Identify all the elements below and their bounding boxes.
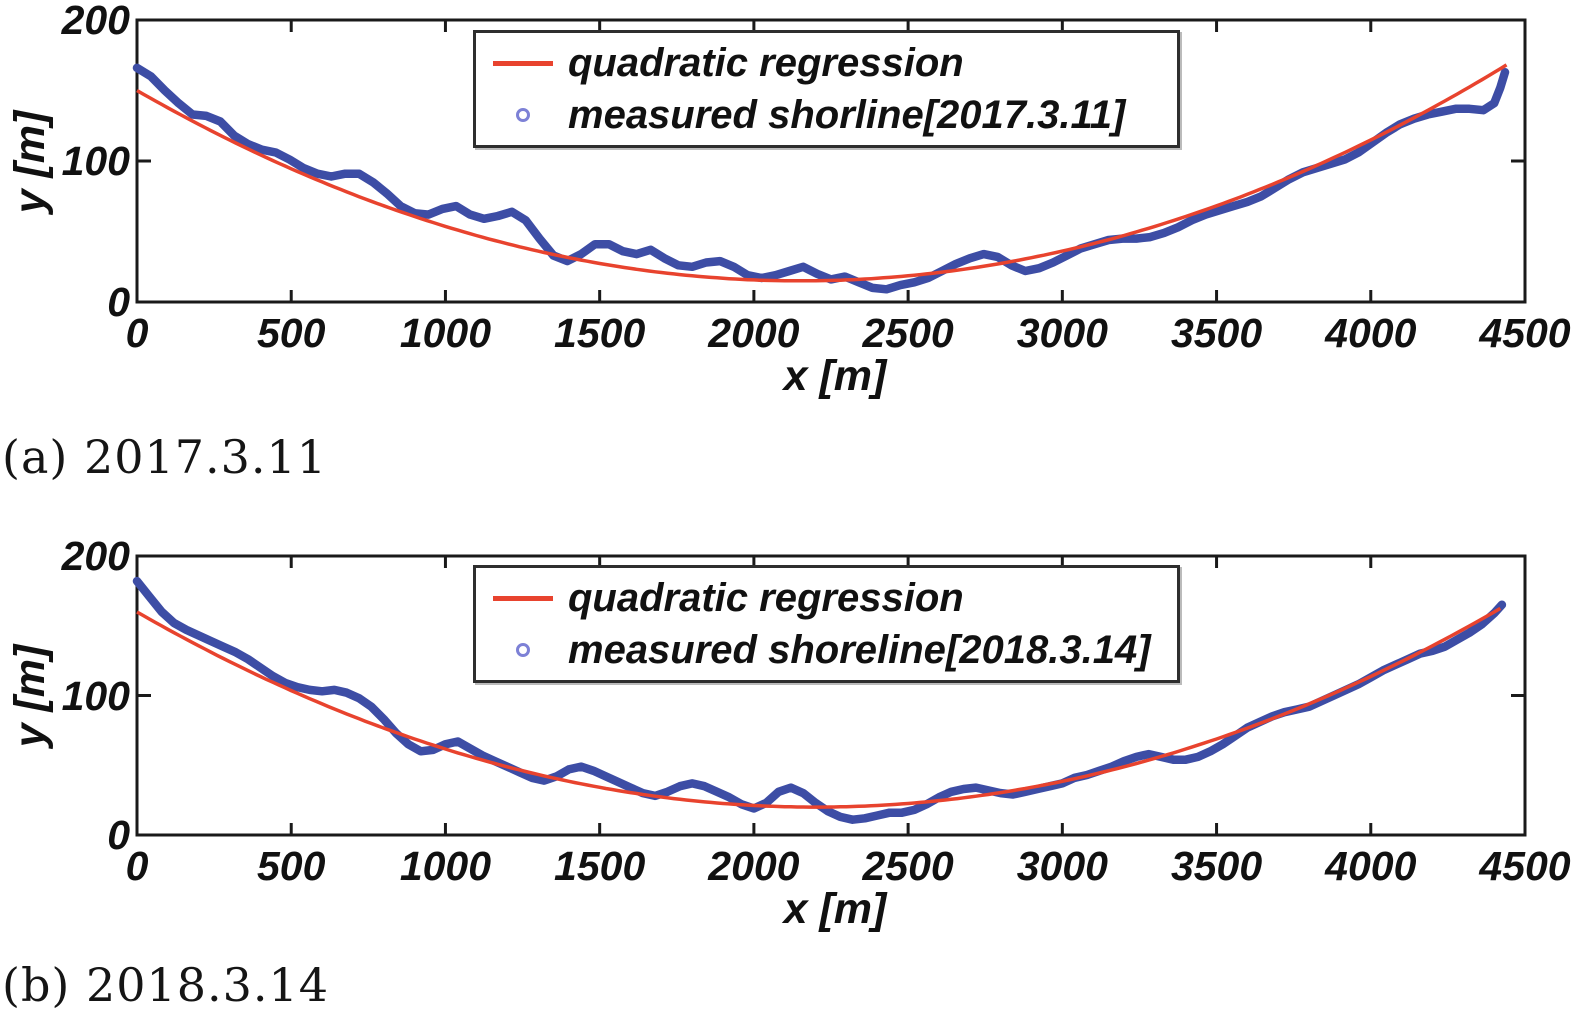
y-tick-label-b: 0 <box>107 812 130 858</box>
x-tick-label-b: 3500 <box>1170 843 1263 889</box>
y-tick-label-a: 200 <box>61 0 130 43</box>
x-tick-label-a: 1000 <box>399 310 492 356</box>
x-tick-label-a: 0 <box>125 310 149 356</box>
x-tick-label-b: 4000 <box>1325 843 1417 889</box>
y-tick-label-b: 200 <box>61 533 130 579</box>
legend-a-swatch-area-1 <box>486 60 560 66</box>
x-tick-label-b: 2500 <box>862 843 954 889</box>
caption-b: (b) 2018.3.14 <box>2 958 330 1012</box>
regression-line-swatch-b <box>493 595 553 601</box>
legend-a-label-regression: quadratic regression <box>568 40 964 85</box>
x-tick-label-b: 1500 <box>554 843 646 889</box>
caption-a: (a) 2017.3.11 <box>2 430 328 484</box>
x-tick-label-a: 500 <box>257 310 326 356</box>
x-axis-label-b: x [m] <box>783 885 887 933</box>
x-tick-label-b: 4500 <box>1479 843 1571 889</box>
regression-line-swatch-a <box>493 60 553 66</box>
measured-marker-swatch-a <box>516 108 530 122</box>
x-tick-label-b: 500 <box>257 843 326 889</box>
x-tick-label-a: 2500 <box>862 310 954 356</box>
legend-b-swatch-area-2 <box>486 643 560 657</box>
x-axis-label-a: x [m] <box>783 352 887 400</box>
legend-a-label-measured: measured shorline[2017.3.11] <box>568 92 1126 137</box>
regression-line-a <box>136 63 1508 283</box>
y-tick-label-a: 0 <box>107 279 130 325</box>
legend-a-row-regression: quadratic regression <box>486 37 1167 89</box>
y-tick-label-a: 100 <box>61 138 130 184</box>
legend-a-row-measured: measured shorline[2017.3.11] <box>486 89 1167 141</box>
legend-a: quadratic regression measured shorline[2… <box>473 30 1180 148</box>
x-tick-label-a: 3500 <box>1170 310 1263 356</box>
legend-b-label-regression: quadratic regression <box>568 575 964 620</box>
legend-b-swatch-area-1 <box>486 595 560 601</box>
x-tick-label-a: 2000 <box>708 310 800 356</box>
legend-b-label-measured: measured shoreline[2018.3.14] <box>568 627 1151 672</box>
y-tick-label-b: 100 <box>61 672 130 719</box>
x-tick-label-a: 3000 <box>1016 310 1108 356</box>
legend-b-row-measured: measured shoreline[2018.3.14] <box>486 624 1167 676</box>
regression-line-b <box>136 606 1502 809</box>
x-tick-label-b: 2000 <box>708 843 800 889</box>
legend-b-row-regression: quadratic regression <box>486 572 1167 624</box>
x-tick-label-b: 0 <box>125 843 149 889</box>
x-tick-label-a: 4500 <box>1479 310 1571 356</box>
x-tick-label-a: 1500 <box>554 310 646 356</box>
x-tick-label-b: 1000 <box>399 843 492 889</box>
legend-b: quadratic regression measured shoreline[… <box>473 565 1180 683</box>
measured-marker-swatch-b <box>516 643 530 657</box>
x-tick-label-a: 4000 <box>1325 310 1417 356</box>
legend-a-swatch-area-2 <box>486 108 560 122</box>
x-tick-label-b: 3000 <box>1016 843 1108 889</box>
